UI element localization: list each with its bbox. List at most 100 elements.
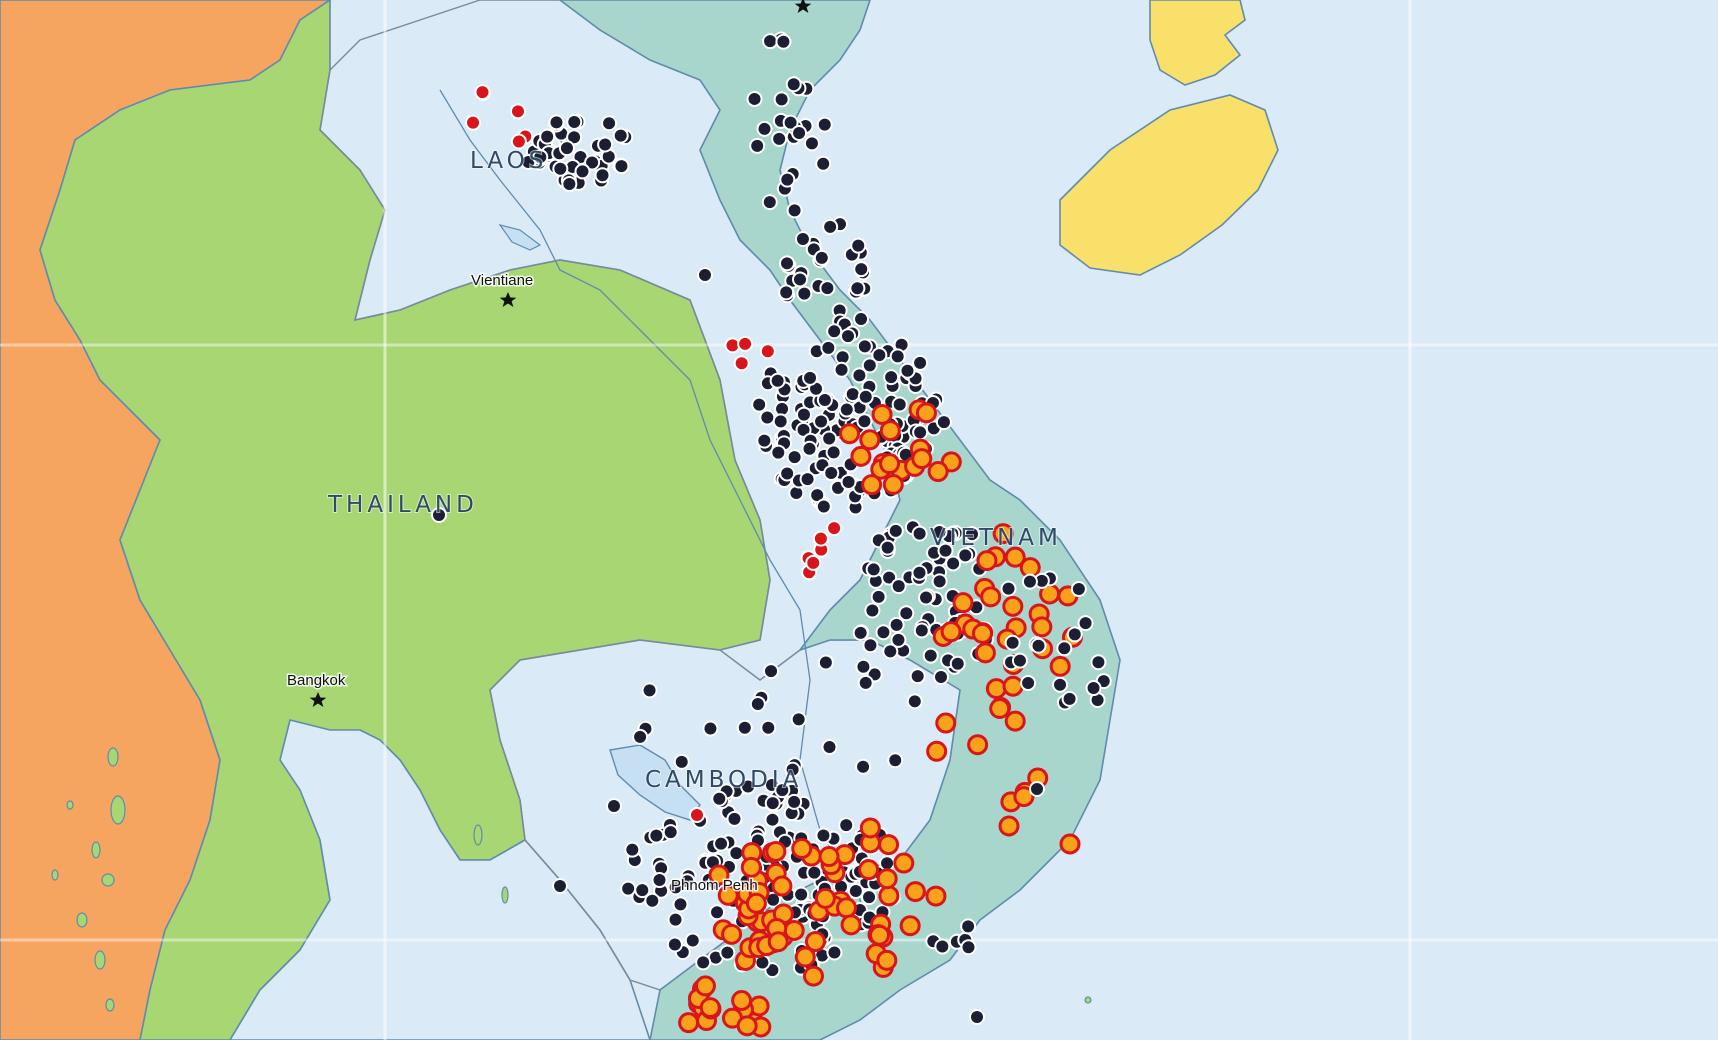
incident-marker-dark[interactable] <box>969 1009 985 1025</box>
incident-marker-dark[interactable] <box>1090 654 1107 671</box>
incident-marker-dark[interactable] <box>912 424 929 441</box>
incident-marker-dark[interactable] <box>855 758 872 775</box>
incident-marker-dark[interactable] <box>861 357 878 374</box>
incident-marker-dark[interactable] <box>751 396 768 413</box>
incident-marker-dark[interactable] <box>574 163 591 180</box>
incident-marker-orange[interactable] <box>791 838 813 860</box>
incident-marker-dark[interactable] <box>775 33 792 50</box>
incident-marker-dark[interactable] <box>879 539 896 556</box>
incident-marker-dark[interactable] <box>912 354 929 371</box>
mainland-china-coast[interactable] <box>1149 0 1246 86</box>
incident-marker-dark[interactable] <box>802 369 819 386</box>
incident-marker-dark[interactable] <box>648 827 665 844</box>
incident-marker-orange[interactable] <box>992 523 1014 545</box>
incident-marker-dark[interactable] <box>816 116 833 133</box>
incident-marker-dark[interactable] <box>838 401 855 418</box>
incident-marker-dark[interactable] <box>672 896 689 913</box>
incident-marker-dark[interactable] <box>662 824 679 841</box>
incident-marker-dark[interactable] <box>539 128 556 145</box>
incident-marker-dark[interactable] <box>666 936 683 953</box>
incident-marker-dark[interactable] <box>855 658 872 675</box>
incident-marker-orange[interactable] <box>915 402 937 424</box>
incident-marker-orange[interactable] <box>1004 546 1026 568</box>
incident-marker-orange[interactable] <box>859 429 881 451</box>
incident-marker-orange[interactable] <box>858 859 880 881</box>
incident-marker-dark[interactable] <box>913 622 930 639</box>
incident-marker-dark[interactable] <box>838 817 855 834</box>
incident-marker-red[interactable] <box>510 133 527 150</box>
incident-marker-dark[interactable] <box>931 524 948 541</box>
incident-marker-orange[interactable] <box>989 697 1011 719</box>
incident-marker-dark[interactable] <box>1030 637 1047 654</box>
incident-marker-dark[interactable] <box>759 409 776 426</box>
incident-marker-dark[interactable] <box>799 471 816 488</box>
incident-marker-orange[interactable] <box>869 924 891 946</box>
incident-marker-dark[interactable] <box>762 33 779 50</box>
incident-marker-dark[interactable] <box>772 413 789 430</box>
incident-marker-dark[interactable] <box>778 284 795 301</box>
incident-marker-dark[interactable] <box>794 230 811 247</box>
incident-marker-dark[interactable] <box>815 155 832 172</box>
incident-marker-dark[interactable] <box>1070 581 1087 598</box>
incident-marker-dark[interactable] <box>749 137 766 154</box>
incident-marker-dark[interactable] <box>911 564 928 581</box>
incident-marker-dark[interactable] <box>697 267 713 283</box>
incident-marker-orange[interactable] <box>699 997 721 1019</box>
incident-marker-dark[interactable] <box>911 525 928 542</box>
incident-marker-dark[interactable] <box>840 473 857 490</box>
incident-marker-dark[interactable] <box>702 720 719 737</box>
incident-marker-dark[interactable] <box>1029 781 1045 797</box>
incident-marker-dark[interactable] <box>826 323 843 340</box>
incident-marker-dark[interactable] <box>793 886 810 903</box>
incident-marker-dark[interactable] <box>558 140 575 157</box>
incident-marker-dark[interactable] <box>1021 573 1038 590</box>
incident-marker-dark[interactable] <box>815 827 832 844</box>
incident-marker-orange[interactable] <box>952 592 974 614</box>
incident-marker-dark[interactable] <box>931 573 948 590</box>
incident-marker-dark[interactable] <box>552 160 569 177</box>
incident-marker-orange[interactable] <box>926 740 948 762</box>
incident-marker-dark[interactable] <box>673 753 690 770</box>
incident-marker-dark[interactable] <box>786 793 803 810</box>
incident-marker-dark[interactable] <box>711 790 728 807</box>
incident-marker-orange[interactable] <box>678 1012 700 1034</box>
incident-marker-orange[interactable] <box>974 642 996 664</box>
incident-marker-orange[interactable] <box>925 885 947 907</box>
incident-marker-orange[interactable] <box>694 975 716 997</box>
incident-marker-dark[interactable] <box>784 761 801 778</box>
incident-marker-dark[interactable] <box>865 561 882 578</box>
incident-marker-dark[interactable] <box>815 498 832 515</box>
incident-marker-dark[interactable] <box>870 588 887 605</box>
incident-marker-dark[interactable] <box>883 369 900 386</box>
incident-marker-dark[interactable] <box>864 602 881 619</box>
incident-marker-dark[interactable] <box>960 939 977 956</box>
incident-marker-dark[interactable] <box>552 878 568 894</box>
incident-marker-dark[interactable] <box>1061 690 1078 707</box>
incident-marker-dark[interactable] <box>857 674 874 691</box>
incident-marker-dark[interactable] <box>761 194 778 211</box>
incident-marker-dark[interactable] <box>821 739 838 756</box>
incident-marker-dark[interactable] <box>826 944 843 961</box>
incident-marker-dark[interactable] <box>922 647 939 664</box>
capital-star-vientiane[interactable] <box>499 292 517 307</box>
incident-marker-dark[interactable] <box>779 255 796 272</box>
incident-marker-dark[interactable] <box>898 605 915 622</box>
incident-marker-dark[interactable] <box>651 872 668 889</box>
incident-marker-dark[interactable] <box>769 372 786 389</box>
incident-marker-dark[interactable] <box>1056 640 1073 657</box>
incident-marker-orange[interactable] <box>985 678 1007 700</box>
incident-marker-dark[interactable] <box>891 396 908 413</box>
incident-marker-orange[interactable] <box>814 887 836 909</box>
incident-marker-dark[interactable] <box>890 631 907 648</box>
incident-marker-orange[interactable] <box>859 817 881 839</box>
incident-marker-dark[interactable] <box>786 449 803 466</box>
incident-marker-dark[interactable] <box>561 176 578 193</box>
incident-marker-orange[interactable] <box>835 897 857 919</box>
incident-marker-dark[interactable] <box>935 414 952 431</box>
incident-marker-dark[interactable] <box>833 361 850 378</box>
incident-marker-dark[interactable] <box>817 654 834 671</box>
incident-marker-orange[interactable] <box>911 448 933 470</box>
incident-marker-orange[interactable] <box>879 453 901 475</box>
incident-marker-dark[interactable] <box>816 392 833 409</box>
